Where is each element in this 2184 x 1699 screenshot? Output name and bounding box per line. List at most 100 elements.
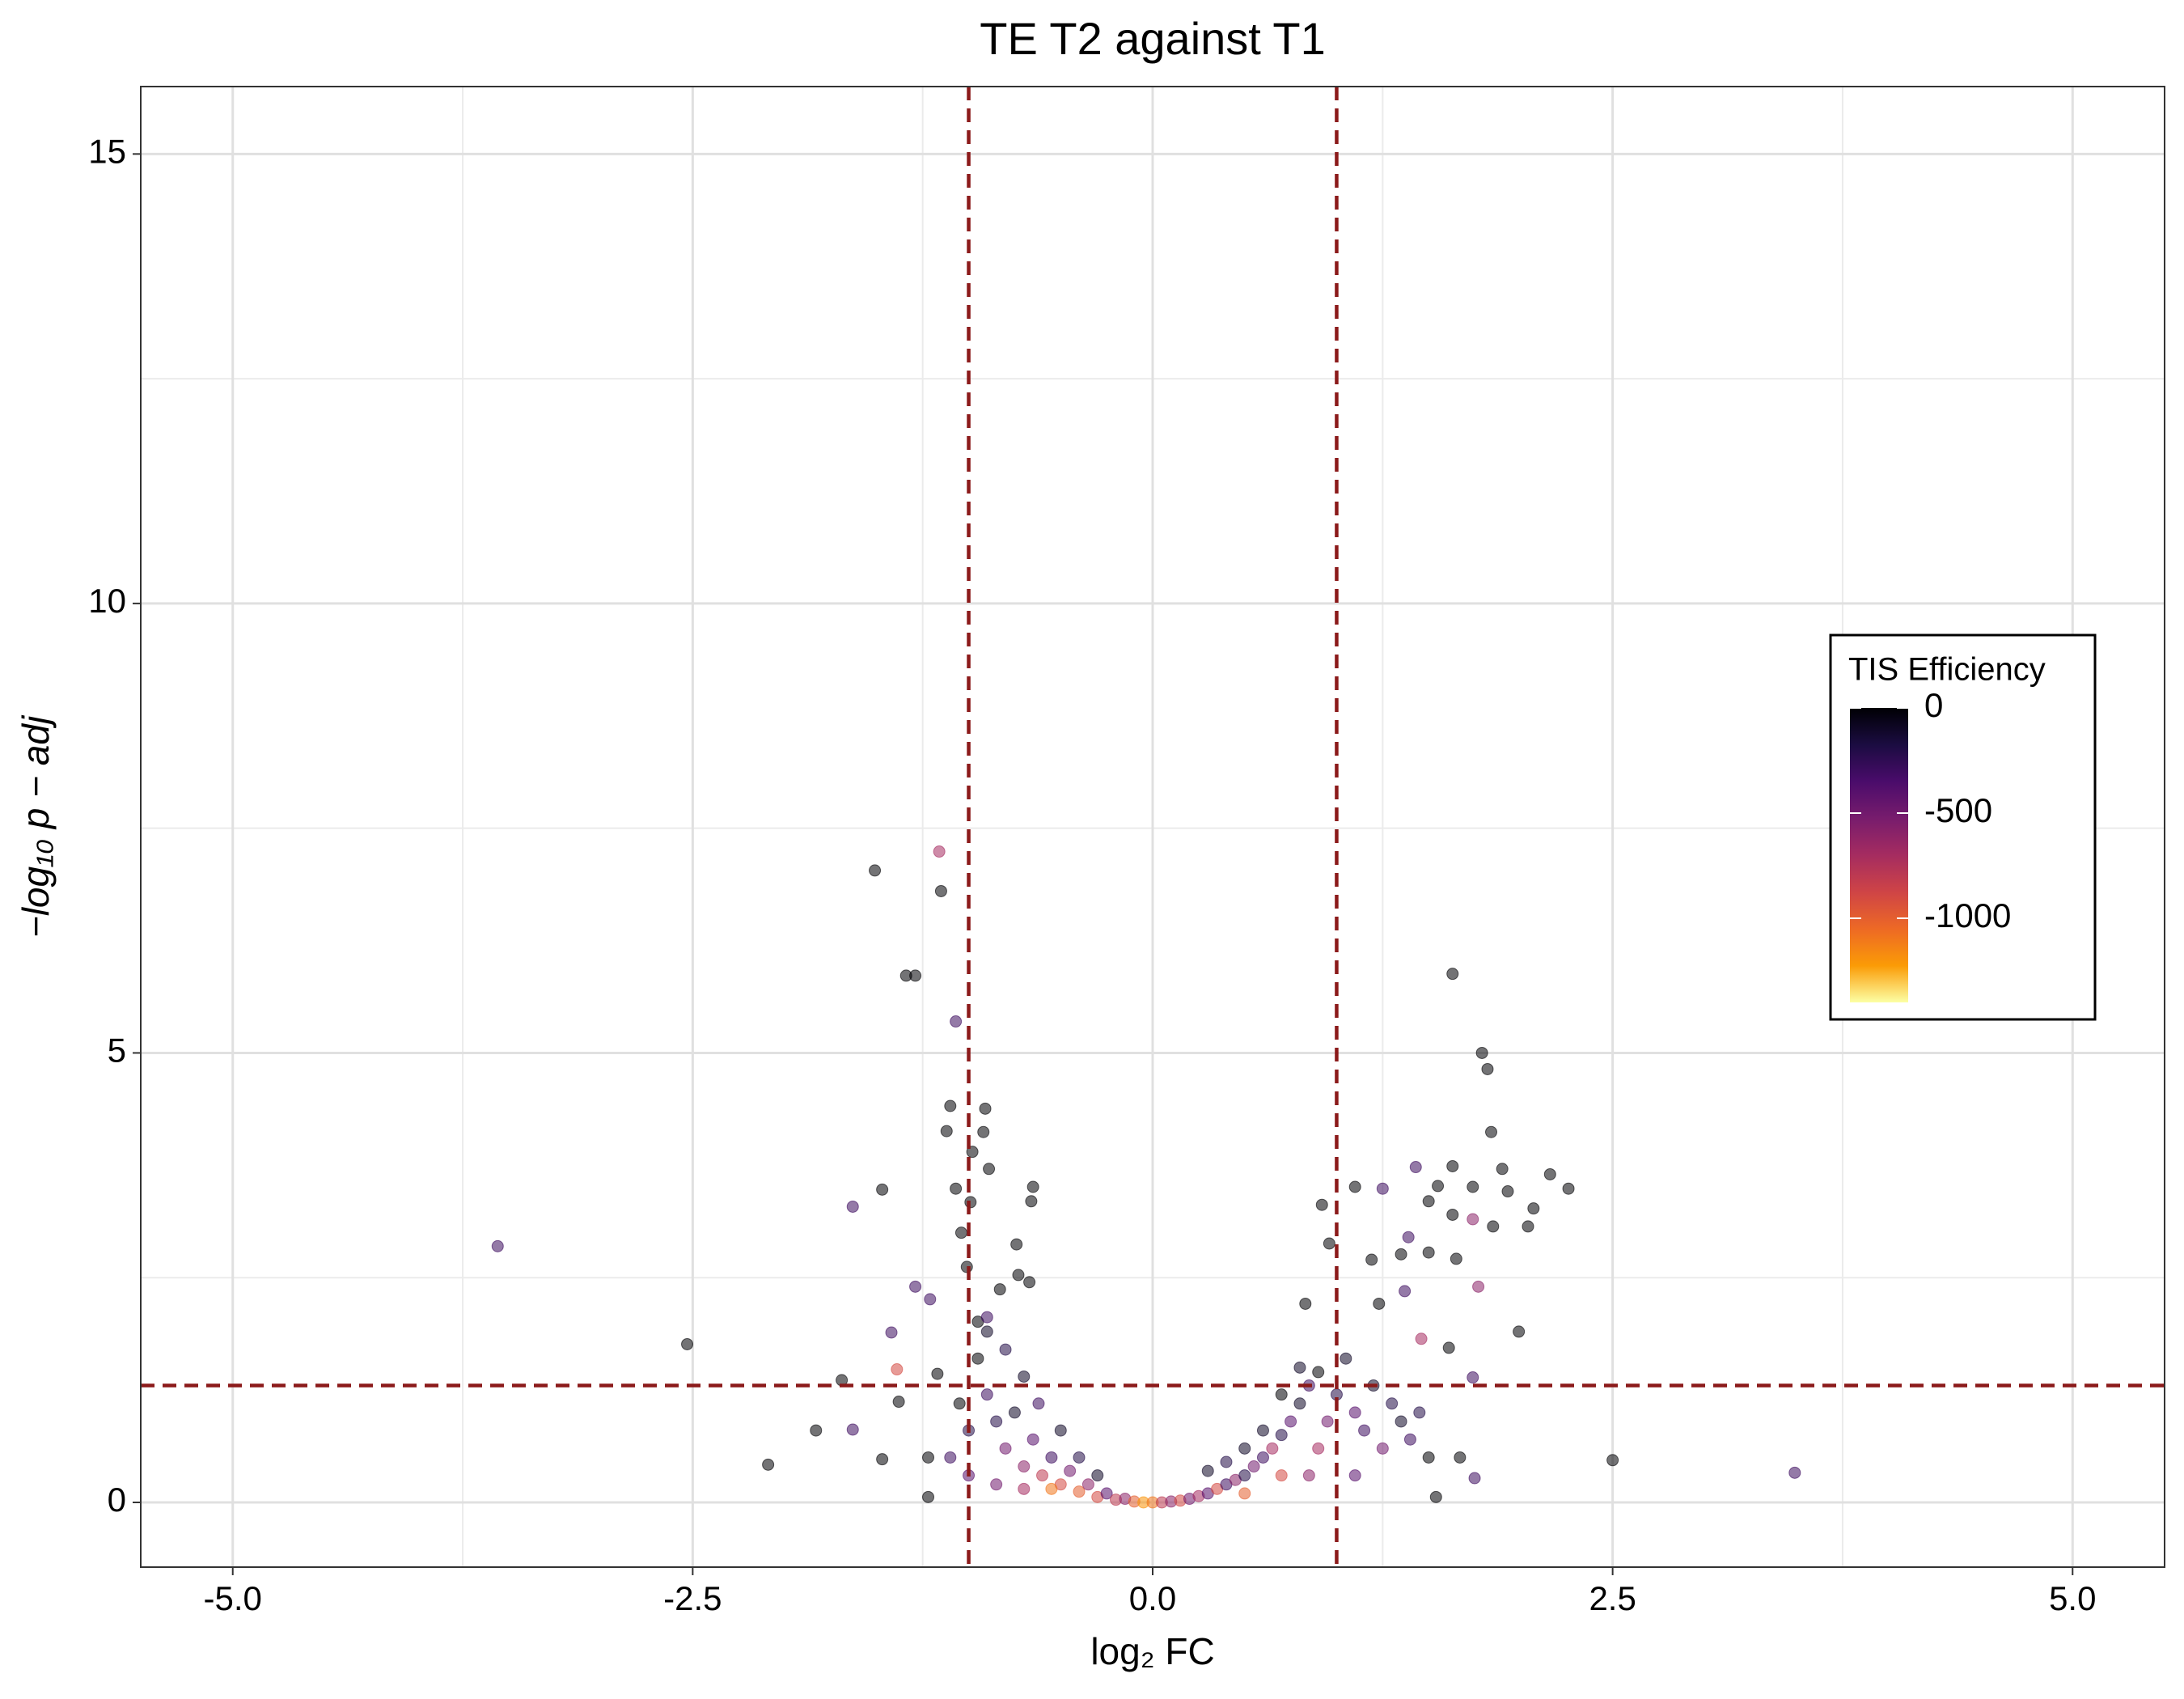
point (1468, 1472, 1481, 1485)
point (950, 1182, 963, 1195)
point (953, 1397, 966, 1410)
point (1481, 1062, 1494, 1075)
point (1100, 1487, 1113, 1500)
point (1045, 1451, 1058, 1464)
point (1036, 1469, 1049, 1482)
y-tick-label: 5 (108, 1032, 126, 1070)
x-tick-label: -5.0 (204, 1579, 262, 1617)
point (1023, 1276, 1036, 1289)
point (966, 1146, 979, 1159)
point (1275, 1388, 1288, 1401)
point (980, 1388, 993, 1401)
point (999, 1343, 1012, 1356)
point (1012, 1269, 1025, 1282)
point (1527, 1202, 1540, 1215)
point (1275, 1429, 1288, 1442)
point (1513, 1325, 1526, 1338)
point (960, 1260, 973, 1273)
point (977, 1125, 990, 1138)
point (681, 1337, 694, 1350)
point (980, 1311, 993, 1324)
point (933, 845, 946, 858)
x-tick-label: -2.5 (663, 1579, 722, 1617)
point (1386, 1397, 1399, 1410)
point (980, 1325, 993, 1338)
point (990, 1415, 1003, 1428)
point (990, 1478, 1003, 1491)
point (891, 1363, 904, 1376)
point (1413, 1406, 1426, 1419)
colorbar-tick-label: -500 (1924, 791, 1992, 829)
point (944, 1451, 957, 1464)
point (1091, 1469, 1104, 1482)
point (1454, 1451, 1467, 1464)
legend-title: TIS Efficiency (1848, 652, 2046, 688)
point (1402, 1231, 1415, 1244)
point (950, 1015, 963, 1028)
point (1299, 1297, 1312, 1310)
chart-title: TE T2 against T1 (980, 13, 1326, 64)
point (1409, 1161, 1422, 1174)
point (876, 1453, 889, 1466)
point (885, 1326, 898, 1339)
point (1487, 1220, 1500, 1233)
point (1501, 1185, 1514, 1198)
point (1238, 1442, 1251, 1455)
point (1422, 1451, 1435, 1464)
point (1422, 1246, 1435, 1259)
x-tick-label: 5.0 (2049, 1579, 2096, 1617)
point (762, 1458, 775, 1471)
point (1432, 1180, 1445, 1193)
point (1010, 1238, 1023, 1251)
point (1429, 1490, 1442, 1503)
colorbar-tick-label: 0 (1924, 686, 1943, 724)
point (1467, 1371, 1479, 1384)
point (1376, 1442, 1389, 1455)
point (1238, 1487, 1251, 1500)
point (1293, 1397, 1306, 1410)
point (1293, 1361, 1306, 1374)
point (1422, 1195, 1435, 1208)
point (1312, 1366, 1325, 1379)
point (1496, 1163, 1509, 1176)
point (1018, 1482, 1031, 1495)
x-tick-label: 2.5 (1589, 1579, 1636, 1617)
point (1395, 1415, 1407, 1428)
point (1018, 1370, 1031, 1383)
point (1348, 1406, 1361, 1419)
y-axis-label: −log₁₀ p − adj (15, 714, 57, 938)
point (944, 1099, 957, 1112)
plot-border (140, 86, 2165, 1568)
point (1543, 1167, 1556, 1180)
point (491, 1239, 504, 1252)
point (931, 1367, 944, 1380)
point (1073, 1485, 1086, 1498)
point (983, 1163, 996, 1176)
point (1312, 1442, 1325, 1455)
point (1467, 1213, 1479, 1226)
point (846, 1200, 859, 1213)
point (1238, 1469, 1251, 1482)
point (1025, 1195, 1038, 1208)
point (1081, 1478, 1094, 1491)
point (1054, 1424, 1067, 1437)
point (1415, 1333, 1428, 1345)
point (1399, 1285, 1412, 1298)
point (1064, 1464, 1077, 1477)
y-tick-label: 0 (108, 1481, 126, 1519)
point (810, 1424, 823, 1437)
point (1442, 1341, 1455, 1354)
point (1446, 1159, 1459, 1172)
point (1201, 1464, 1214, 1477)
y-tick-label: 15 (88, 132, 126, 170)
point (1073, 1451, 1086, 1464)
point (924, 1293, 937, 1306)
point (1348, 1180, 1361, 1193)
point (1340, 1352, 1352, 1365)
point (954, 1227, 967, 1239)
x-axis-label: log₂ FC (1090, 1630, 1214, 1672)
point (1045, 1482, 1058, 1495)
point (1026, 1180, 1039, 1193)
point (1395, 1248, 1407, 1260)
